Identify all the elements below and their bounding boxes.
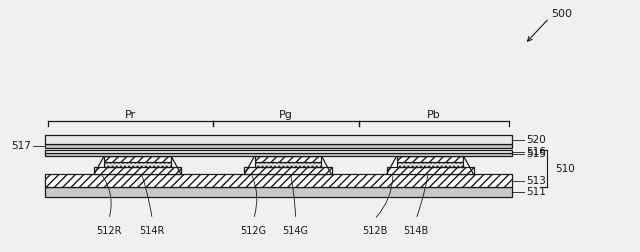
Text: 517: 517 [11, 141, 31, 151]
Text: 516: 516 [526, 147, 546, 157]
Text: 514B: 514B [403, 226, 429, 236]
Polygon shape [387, 156, 474, 174]
Text: 520: 520 [526, 135, 546, 145]
Polygon shape [387, 167, 474, 174]
Bar [45, 150, 512, 153]
Text: Pg: Pg [279, 110, 293, 120]
Polygon shape [244, 156, 332, 174]
Text: 510: 510 [555, 164, 575, 174]
Bar [104, 162, 171, 167]
Bar [45, 135, 512, 144]
Text: 512G: 512G [241, 226, 266, 236]
Text: 511: 511 [526, 187, 546, 197]
Text: 515: 515 [526, 149, 546, 159]
Text: 500: 500 [552, 9, 573, 19]
Polygon shape [94, 167, 181, 174]
Bar [45, 174, 512, 187]
Text: 514G: 514G [283, 226, 308, 236]
Polygon shape [244, 167, 332, 174]
Text: 512B: 512B [362, 226, 387, 236]
Text: Pr: Pr [125, 110, 136, 120]
Bar [255, 156, 321, 162]
Text: 514R: 514R [140, 226, 165, 236]
Bar [104, 156, 171, 162]
Bar [397, 162, 463, 167]
Bar [397, 156, 463, 162]
Bar [255, 162, 321, 167]
Text: 513: 513 [526, 176, 546, 186]
Polygon shape [94, 156, 181, 174]
Bar [45, 187, 512, 197]
Text: 512R: 512R [96, 226, 122, 236]
Text: Pb: Pb [427, 110, 441, 120]
Bar [45, 144, 512, 148]
Bar [45, 153, 512, 156]
